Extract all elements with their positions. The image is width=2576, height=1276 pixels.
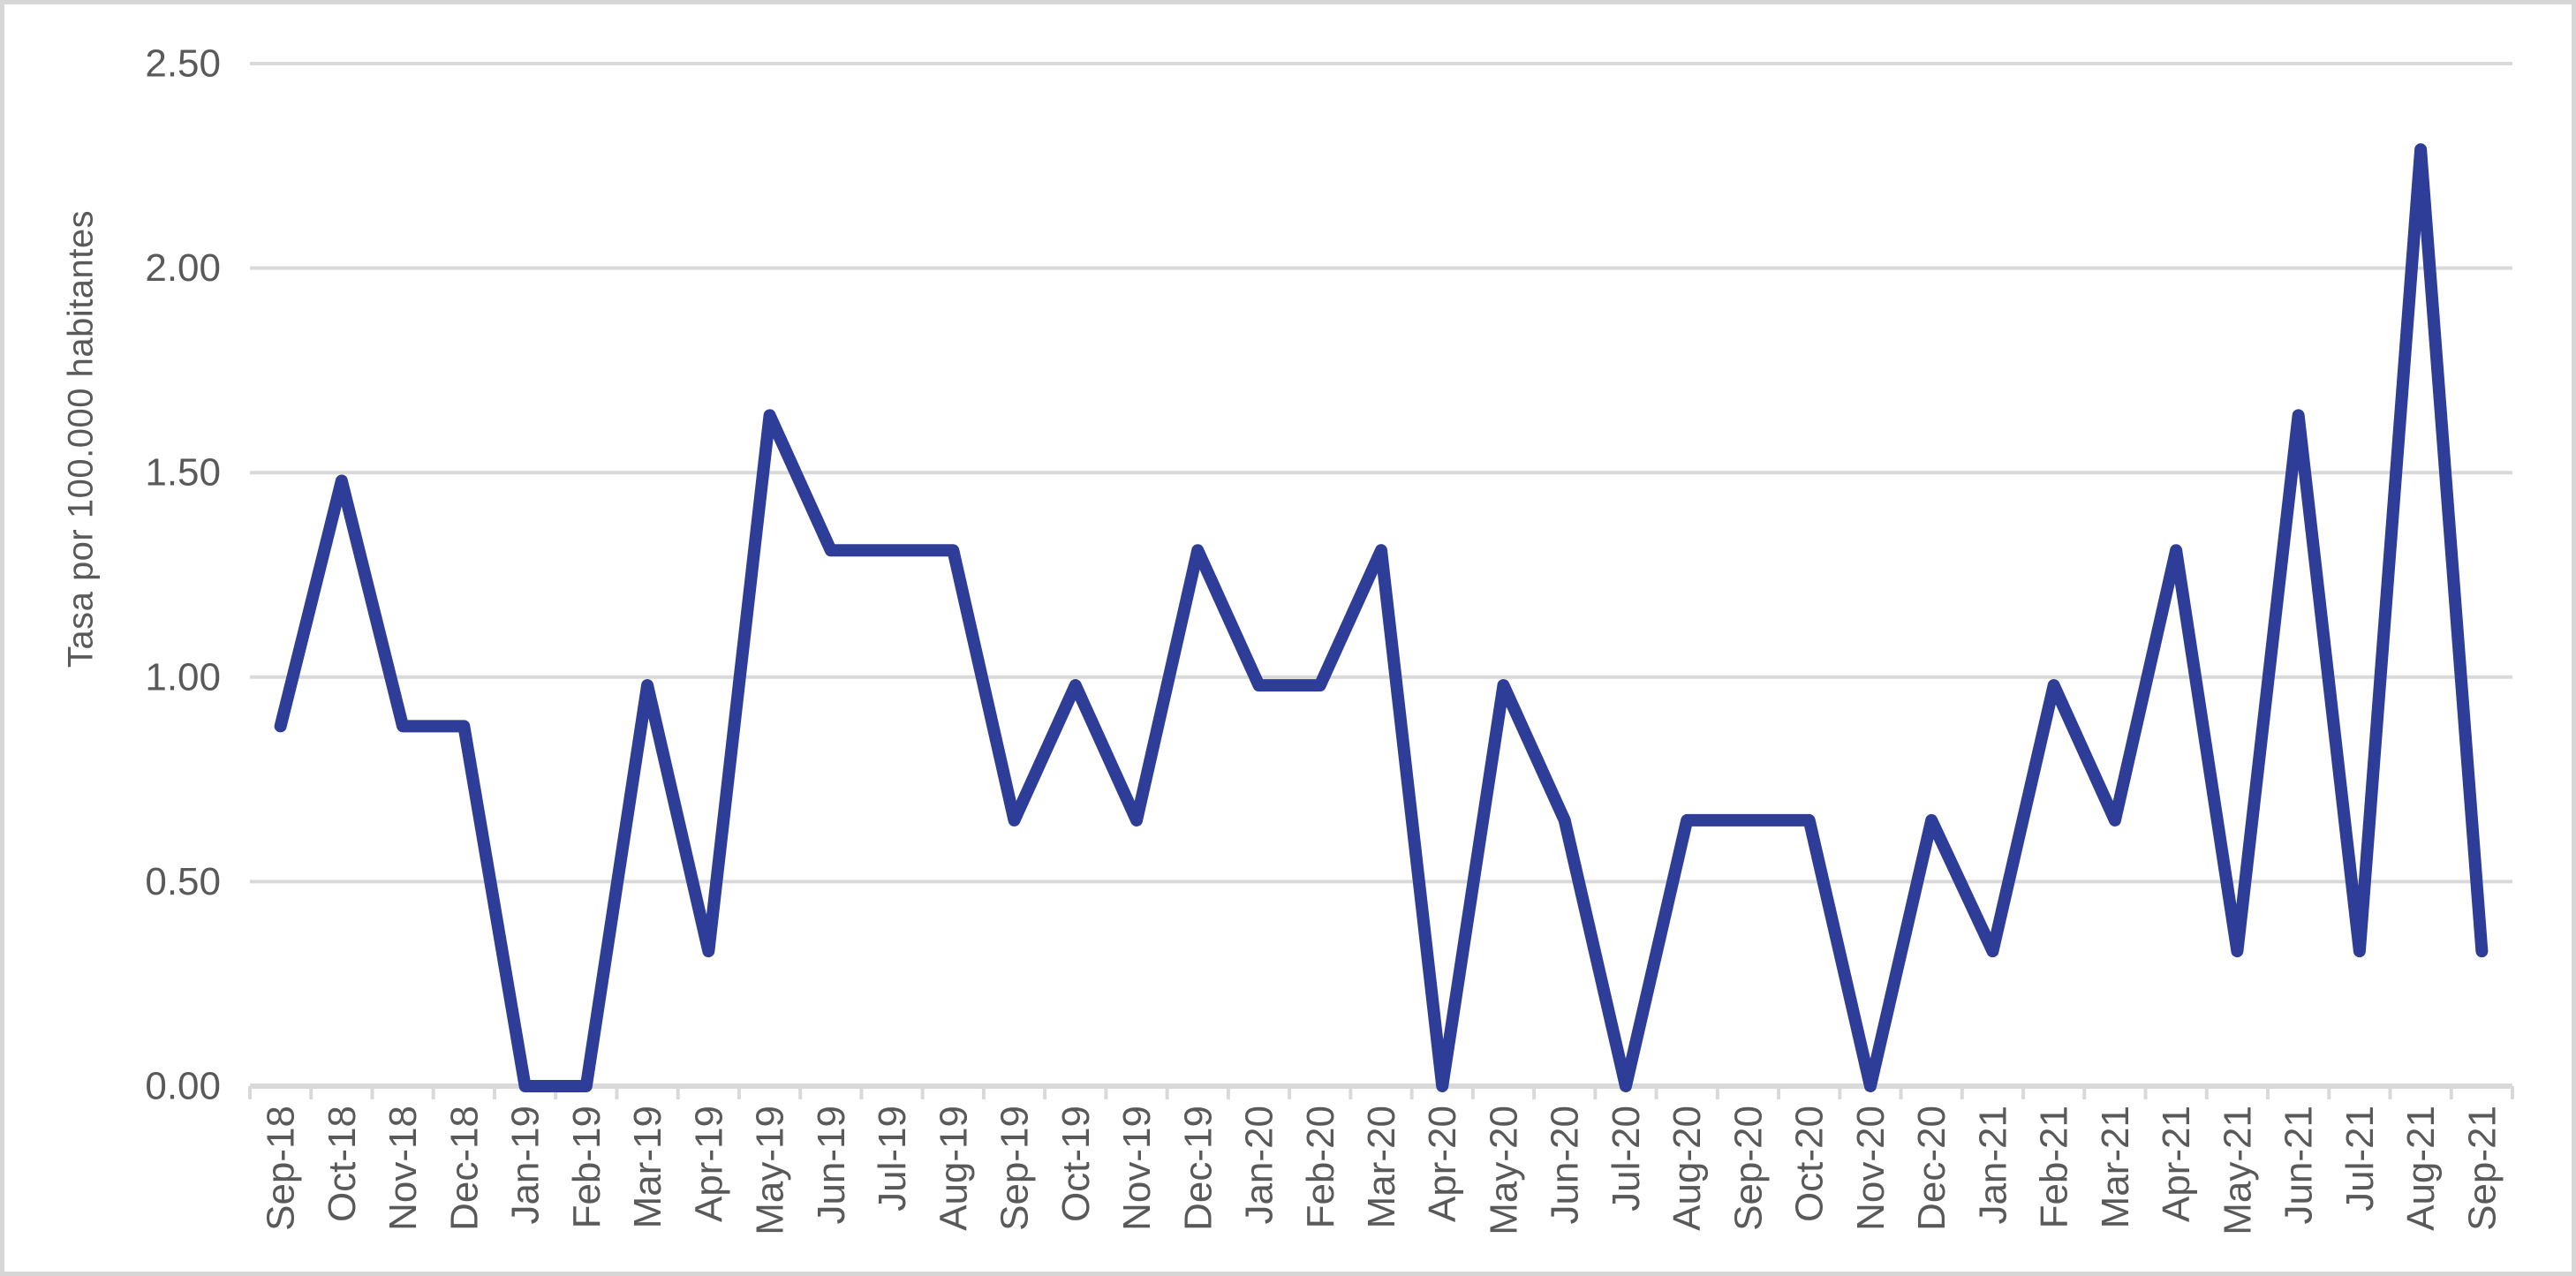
y-tick-label: 1.50 — [145, 451, 221, 495]
x-tick-label: Sep-20 — [1726, 1106, 1770, 1231]
x-tick-label: Jun-19 — [810, 1106, 853, 1225]
x-tick-label: Jul-21 — [2338, 1106, 2382, 1212]
x-tick-label: Dec-19 — [1176, 1106, 1220, 1231]
x-tick-label: Nov-20 — [1849, 1106, 1892, 1231]
series-line — [274, 143, 2489, 1092]
x-tick-label: Jan-19 — [504, 1106, 548, 1225]
x-tick-label: Aug-19 — [932, 1106, 975, 1231]
x-tick-label: Sep-18 — [260, 1106, 303, 1231]
y-tick-label: 0.50 — [145, 860, 221, 903]
x-tick-label: Jun-20 — [1544, 1106, 1587, 1225]
x-tick-label: Oct-19 — [1054, 1106, 1098, 1222]
y-tick-label: 2.50 — [145, 42, 221, 86]
x-tick-label: Jan-20 — [1238, 1106, 1281, 1225]
x-tick-label: Feb-20 — [1299, 1106, 1342, 1228]
x-tick-label: Apr-20 — [1421, 1106, 1464, 1222]
x-tick-label: Feb-21 — [2033, 1106, 2076, 1228]
x-tick-label: Oct-18 — [321, 1106, 364, 1222]
x-tick-label: Jul-19 — [871, 1106, 914, 1212]
x-tick-label: Sep-21 — [2460, 1106, 2504, 1231]
x-tick-label: Dec-20 — [1910, 1106, 1953, 1231]
x-tick-label: Mar-21 — [2094, 1106, 2137, 1228]
x-tick-label: May-19 — [749, 1106, 792, 1235]
x-tick-label: Apr-21 — [2155, 1106, 2198, 1222]
y-tick-label: 0.00 — [145, 1065, 221, 1108]
y-tick-label: 2.00 — [145, 246, 221, 290]
x-tick-label: Aug-21 — [2399, 1106, 2443, 1231]
x-tick-label: Mar-19 — [626, 1106, 669, 1228]
x-tick-label: Jul-20 — [1605, 1106, 1648, 1212]
x-tick-label: Jan-21 — [1971, 1106, 2014, 1225]
y-axis-title-text: Tasa por 100.000 habitantes — [61, 209, 101, 668]
x-tick-label: Dec-18 — [442, 1106, 486, 1231]
y-tick-label: 1.00 — [145, 655, 221, 698]
x-tick-label: Feb-19 — [565, 1106, 608, 1228]
x-tick-label: Sep-19 — [993, 1106, 1037, 1231]
x-tick-label: Nov-19 — [1115, 1106, 1159, 1231]
x-tick-label: Oct-20 — [1788, 1106, 1832, 1222]
x-tick-label: Mar-20 — [1360, 1106, 1403, 1228]
x-tick-label: Nov-18 — [381, 1106, 425, 1231]
x-tick-label: Apr-19 — [687, 1106, 730, 1222]
x-tick-label: May-21 — [2216, 1106, 2259, 1235]
x-tick-label: Jun-21 — [2278, 1106, 2321, 1225]
x-tick-label: Aug-20 — [1666, 1106, 1709, 1231]
x-tick-label: May-20 — [1482, 1106, 1525, 1235]
